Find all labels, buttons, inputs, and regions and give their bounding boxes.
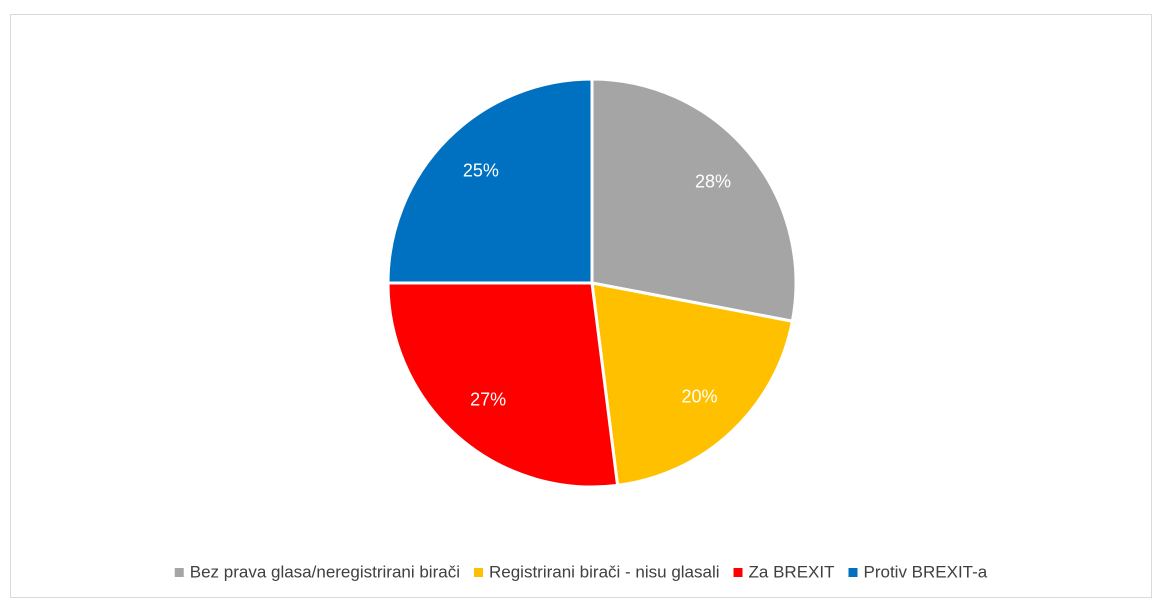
legend-swatch bbox=[848, 568, 858, 577]
data-label: 28% bbox=[695, 172, 731, 192]
pie-slice bbox=[386, 281, 620, 489]
legend-swatch bbox=[733, 568, 743, 577]
data-label: 27% bbox=[470, 390, 506, 410]
legend-label: Protiv BREXIT-a bbox=[863, 562, 987, 581]
legend-swatch bbox=[473, 568, 483, 577]
data-label: 20% bbox=[682, 386, 718, 406]
legend-swatch bbox=[174, 568, 184, 577]
legend-label: Bez prava glasa/neregistrirani birači bbox=[190, 562, 460, 581]
pie-slice bbox=[590, 281, 795, 488]
pie-slice bbox=[590, 77, 798, 323]
pie-slice bbox=[386, 77, 594, 285]
legend-label: Za BREXIT bbox=[749, 562, 835, 581]
legend-label: Registrirani birači - nisu glasali bbox=[489, 562, 720, 581]
data-label: 25% bbox=[463, 161, 499, 181]
